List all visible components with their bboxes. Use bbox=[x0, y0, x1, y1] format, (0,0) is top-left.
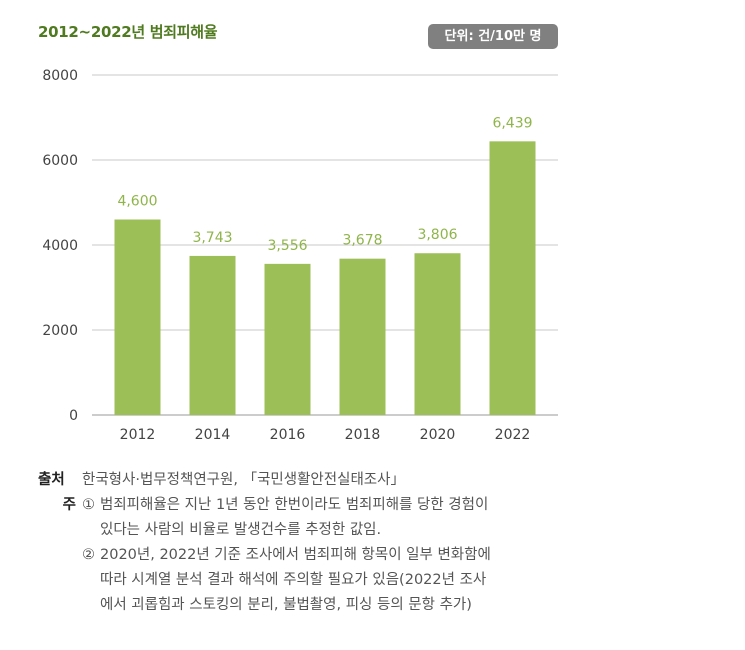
bar-2012 bbox=[114, 219, 161, 415]
y-tick-label: 4000 bbox=[42, 238, 78, 254]
x-tick-label: 2014 bbox=[195, 427, 231, 443]
y-tick-label: 2000 bbox=[42, 323, 78, 339]
unit-badge: 단위: 건/10만 명 bbox=[428, 24, 558, 49]
x-tick-label: 2016 bbox=[270, 427, 306, 443]
footnote-1-line-2: 있다는 사람의 비율로 발생건수를 추정한 값임. bbox=[100, 522, 382, 538]
bar-chart: 0 2000 4000 6000 8000 4,600 2012 3,743 2014 3,556… bbox=[42, 68, 558, 443]
chart-title: 2012~2022년 범죄피해율 bbox=[38, 23, 218, 41]
x-tick-label: 2012 bbox=[120, 427, 156, 443]
footnote-2-line-1: 2020년, 2022년 기준 조사에서 범죄피해 항목이 일부 변화함에 bbox=[100, 547, 491, 563]
bar-2016 bbox=[264, 263, 311, 415]
bar-value-label: 3,556 bbox=[267, 238, 307, 254]
x-tick-label: 2022 bbox=[495, 427, 531, 443]
notes-section: 출처 한국형사·법무정책연구원, 「국민생활안전실태조사」 주 ① 범죄피해율은… bbox=[38, 468, 568, 618]
footnote-2-line-2: 따라 시계열 분석 결과 해석에 주의할 필요가 있음(2022년 조사 bbox=[100, 572, 487, 588]
x-tick-label: 2018 bbox=[345, 427, 381, 443]
footnote-1: 주 ① 범죄피해율은 지난 1년 동안 한번이라도 범죄피해를 당한 경험이 bbox=[38, 493, 568, 518]
footnote-2: ② 2020년, 2022년 기준 조사에서 범죄피해 항목이 일부 변화함에 bbox=[38, 543, 568, 568]
bar-value-label: 6,439 bbox=[492, 115, 532, 131]
bar-value-label: 3,743 bbox=[192, 230, 232, 246]
footnote-2-line-3: 에서 괴롭힘과 스토킹의 분리, 불법촬영, 피싱 등의 문항 추가) bbox=[100, 597, 472, 613]
source-text: 한국형사·법무정책연구원, 「국민생활안전실태조사」 bbox=[82, 472, 405, 488]
y-tick-label: 8000 bbox=[42, 68, 78, 84]
footnote-1-line-1: 범죄피해율은 지난 1년 동안 한번이라도 범죄피해를 당한 경험이 bbox=[100, 497, 489, 513]
bar-2022 bbox=[489, 141, 536, 415]
footnote-label: 주 bbox=[62, 497, 76, 513]
y-tick-label: 0 bbox=[69, 408, 78, 424]
footnote-2-number: ② bbox=[82, 547, 95, 563]
bar-2020 bbox=[414, 253, 461, 415]
footnote-2-cont-2: 에서 괴롭힘과 스토킹의 분리, 불법촬영, 피싱 등의 문항 추가) bbox=[38, 593, 568, 618]
source-label: 출처 bbox=[38, 472, 65, 488]
y-tick-label: 6000 bbox=[42, 153, 78, 169]
bar-2014 bbox=[189, 255, 236, 415]
bar-2018 bbox=[339, 258, 386, 415]
x-tick-label: 2020 bbox=[420, 427, 456, 443]
footnote-1-number: ① bbox=[82, 497, 95, 513]
bar-value-label: 4,600 bbox=[117, 194, 157, 210]
bar-value-label: 3,678 bbox=[342, 233, 382, 249]
bar-value-label: 3,806 bbox=[417, 227, 457, 243]
footnote-2-cont-1: 따라 시계열 분석 결과 해석에 주의할 필요가 있음(2022년 조사 bbox=[38, 568, 568, 593]
source-row: 출처 한국형사·법무정책연구원, 「국민생활안전실태조사」 bbox=[38, 468, 568, 493]
footnote-1-cont: 있다는 사람의 비율로 발생건수를 추정한 값임. bbox=[38, 518, 568, 543]
